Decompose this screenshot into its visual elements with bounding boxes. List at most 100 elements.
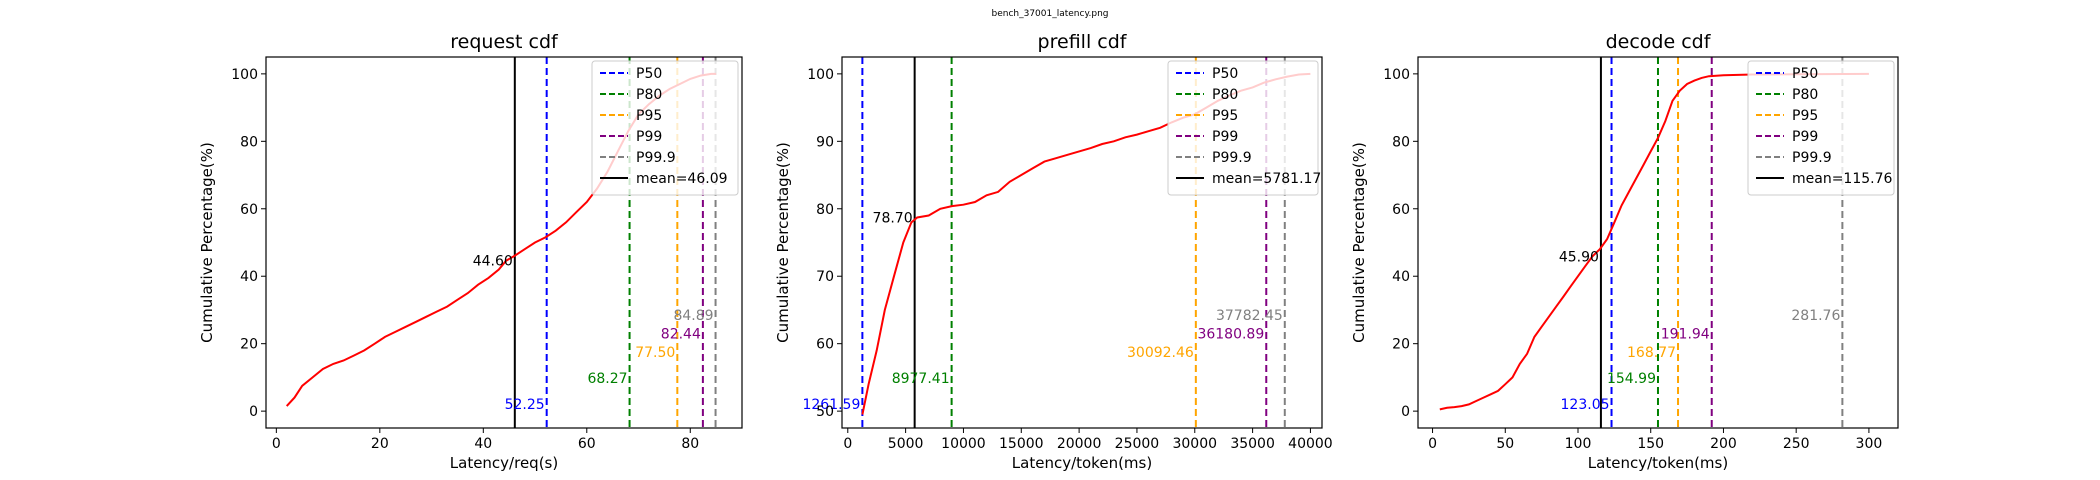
y-tick-label: 100 bbox=[231, 67, 258, 83]
x-axis-label: Latency/token(ms) bbox=[1012, 454, 1152, 472]
x-tick-label: 60 bbox=[578, 436, 596, 452]
x-tick-label: 0 bbox=[272, 436, 281, 452]
legend-label: mean=5781.17 bbox=[1212, 171, 1321, 187]
percentile-label-p50: 52.25 bbox=[505, 397, 545, 413]
chart-panel-2: prefill cdf 1261.59 8977.41 30092.4636180.8… bbox=[774, 31, 1333, 472]
x-tick-label: 20 bbox=[371, 436, 389, 452]
x-tick-label: 20000 bbox=[1057, 436, 1102, 452]
y-tick-label: 20 bbox=[1392, 337, 1410, 353]
percentile-label-p99-9: 281.76 bbox=[1791, 308, 1840, 324]
legend-frame bbox=[1167, 60, 1319, 196]
chart-title: prefill cdf bbox=[1038, 31, 1128, 53]
x-tick-label: 35000 bbox=[1230, 436, 1275, 452]
percentile-label-p80: 68.27 bbox=[587, 371, 627, 387]
legend-label: P95 bbox=[1212, 108, 1238, 124]
x-axis-label: Latency/token(ms) bbox=[1588, 454, 1728, 472]
y-tick-label: 0 bbox=[249, 404, 258, 420]
percentile-label-p99: 82.44 bbox=[661, 327, 701, 343]
legend-label: P80 bbox=[1212, 87, 1238, 103]
chart-panels: request cdf 52.25 68.27 77.50 82.44 84.89 44.6… bbox=[198, 31, 1899, 472]
y-tick-label: 90 bbox=[816, 134, 834, 150]
legend: P50 P80 P95 P99 P99.9 mean=115.76 bbox=[1747, 60, 1895, 196]
legend-label: P95 bbox=[1792, 108, 1818, 124]
legend-label: P50 bbox=[1212, 66, 1238, 82]
y-tick-label: 100 bbox=[807, 67, 834, 83]
percentile-label-p99-9: 37782.45 bbox=[1216, 308, 1283, 324]
y-tick-label: 60 bbox=[240, 202, 258, 218]
legend-label: P95 bbox=[636, 108, 662, 124]
y-tick-label: 80 bbox=[240, 134, 258, 150]
x-tick-label: 150 bbox=[1637, 436, 1664, 452]
x-tick-label: 100 bbox=[1565, 436, 1592, 452]
percentile-label-p95: 168.77 bbox=[1627, 345, 1676, 361]
percentile-label-p80: 8977.41 bbox=[892, 371, 950, 387]
mean-value-label: 45.90 bbox=[1559, 249, 1599, 265]
y-axis-label: Cumulative Percentage(%) bbox=[1350, 142, 1368, 343]
y-tick-label: 0 bbox=[1401, 404, 1410, 420]
percentile-label-p99-9: 84.89 bbox=[673, 308, 713, 324]
legend-label: P99.9 bbox=[1212, 150, 1252, 166]
chart-panel-3: decode cdf 123.05 154.99 168.77 191.94 281.76… bbox=[1350, 31, 1899, 472]
legend-label: P99.9 bbox=[1792, 150, 1832, 166]
x-tick-label: 250 bbox=[1783, 436, 1810, 452]
legend-label: P50 bbox=[636, 66, 662, 82]
mean-value-label: 78.70 bbox=[873, 211, 913, 227]
y-tick-label: 80 bbox=[816, 202, 834, 218]
y-tick-label: 60 bbox=[816, 337, 834, 353]
x-tick-label: 0 bbox=[1428, 436, 1437, 452]
y-tick-label: 50 bbox=[816, 404, 834, 420]
axes-frame bbox=[1417, 56, 1899, 429]
mean-value-label: 44.60 bbox=[473, 254, 513, 270]
legend-label: P99 bbox=[636, 129, 662, 145]
x-tick-label: 200 bbox=[1710, 436, 1737, 452]
legend: P50 P80 P95 P99 P99.9 mean=46.09 bbox=[591, 60, 739, 196]
percentile-label-p80: 154.99 bbox=[1607, 371, 1656, 387]
x-tick-label: 300 bbox=[1856, 436, 1883, 452]
x-tick-label: 10000 bbox=[941, 436, 986, 452]
x-tick-label: 40000 bbox=[1288, 436, 1333, 452]
x-axis-label: Latency/req(s) bbox=[450, 454, 558, 472]
percentile-label-p99: 191.94 bbox=[1661, 327, 1710, 343]
x-tick-label: 15000 bbox=[999, 436, 1044, 452]
legend-label: mean=115.76 bbox=[1792, 171, 1893, 187]
x-tick-label: 30000 bbox=[1172, 436, 1217, 452]
y-axis-label: Cumulative Percentage(%) bbox=[198, 142, 216, 343]
legend-label: mean=46.09 bbox=[636, 171, 728, 187]
chart-title: request cdf bbox=[450, 31, 559, 53]
x-tick-label: 25000 bbox=[1115, 436, 1160, 452]
legend-frame bbox=[1747, 60, 1895, 196]
x-tick-label: 5000 bbox=[888, 436, 924, 452]
x-tick-label: 50 bbox=[1496, 436, 1514, 452]
cdf-series-line-1 bbox=[1439, 72, 1869, 411]
y-tick-label: 20 bbox=[240, 337, 258, 353]
percentile-label-p99: 36180.89 bbox=[1197, 327, 1264, 343]
legend-label: P99.9 bbox=[636, 150, 676, 166]
axes-frame bbox=[265, 56, 743, 429]
percentile-label-p95: 77.50 bbox=[635, 345, 675, 361]
y-tick-label: 70 bbox=[816, 269, 834, 285]
legend-frame bbox=[591, 60, 739, 196]
legend-label: P80 bbox=[1792, 87, 1818, 103]
legend-label: P99 bbox=[1212, 129, 1238, 145]
chart-panel-1: request cdf 52.25 68.27 77.50 82.44 84.89 44.6… bbox=[198, 31, 743, 472]
x-tick-label: 40 bbox=[474, 436, 492, 452]
y-tick-label: 40 bbox=[240, 269, 258, 285]
x-tick-label: 0 bbox=[843, 436, 852, 452]
y-tick-label: 100 bbox=[1383, 67, 1410, 83]
x-tick-label: 80 bbox=[681, 436, 699, 452]
legend-label: P80 bbox=[636, 87, 662, 103]
figure-suptitle: bench_37001_latency.png bbox=[991, 9, 1108, 19]
percentile-label-p50: 123.05 bbox=[1561, 397, 1610, 413]
y-tick-label: 80 bbox=[1392, 134, 1410, 150]
y-axis-label: Cumulative Percentage(%) bbox=[774, 142, 792, 343]
percentile-label-p50: 1261.59 bbox=[802, 397, 860, 413]
legend: P50 P80 P95 P99 P99.9 mean=5781.17 bbox=[1167, 60, 1321, 196]
legend-label: P50 bbox=[1792, 66, 1818, 82]
legend-label: P99 bbox=[1792, 129, 1818, 145]
chart-title: decode cdf bbox=[1606, 31, 1712, 53]
axes-frame bbox=[841, 56, 1323, 429]
y-tick-label: 60 bbox=[1392, 202, 1410, 218]
y-tick-label: 40 bbox=[1392, 269, 1410, 285]
percentile-label-p95: 30092.46 bbox=[1127, 345, 1194, 361]
